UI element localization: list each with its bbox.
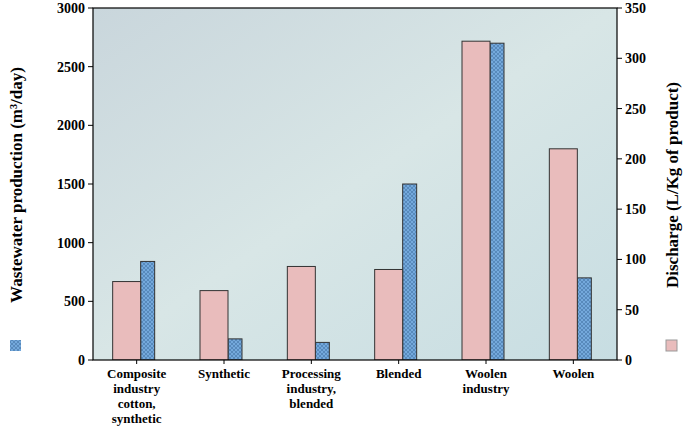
wastewater-bar xyxy=(141,261,155,360)
y2-tick-label: 0 xyxy=(625,353,632,368)
chart-svg: 0 500 1000 1500 2000 2500 3000 0 50 100 150 200 250 3… xyxy=(0,0,685,440)
y2-tick xyxy=(617,209,622,210)
y2-tick xyxy=(617,259,622,260)
y2-tick xyxy=(617,58,622,59)
x-tick xyxy=(398,360,399,364)
y2-axis-title: Discharge (L/Kg of product) xyxy=(663,82,682,288)
y-tick-label: 500 xyxy=(64,294,85,309)
y-tick xyxy=(88,360,93,361)
y-tick xyxy=(88,8,93,9)
y2-tick-label: 150 xyxy=(625,202,646,217)
discharge-bar xyxy=(375,269,403,360)
chart-container: 0 500 1000 1500 2000 2500 3000 0 50 100 150 200 250 3… xyxy=(0,0,685,440)
y2-tick xyxy=(617,8,622,9)
y-tick xyxy=(88,184,93,185)
x-tick-label: Synthetic xyxy=(198,366,250,381)
y2-tick-label: 100 xyxy=(625,252,646,267)
discharge-bar xyxy=(200,291,228,360)
y2-tick-label: 200 xyxy=(625,152,646,167)
wastewater-bar xyxy=(403,184,417,360)
x-tick-label: Compositeindustrycotton,synthetic xyxy=(107,366,166,426)
y-tick xyxy=(88,242,93,243)
y-tick-label: 2000 xyxy=(57,118,85,133)
y-axis-title: Wastewater production (m³/day) xyxy=(7,67,26,303)
y2-tick-label: 350 xyxy=(625,1,646,16)
y-tick-label: 1000 xyxy=(57,236,85,251)
bars xyxy=(113,41,592,360)
x-tick-label: Woolen xyxy=(552,366,595,381)
y-tick-label: 0 xyxy=(78,353,85,368)
discharge-bar xyxy=(549,149,577,360)
x-tick xyxy=(224,360,225,364)
background xyxy=(0,0,685,440)
wastewater-bar xyxy=(490,43,504,360)
y2-tick xyxy=(617,108,622,109)
wastewater-bar xyxy=(228,339,242,360)
x-tick xyxy=(486,360,487,364)
y2-tick-label: 50 xyxy=(625,303,639,318)
discharge-bar xyxy=(113,282,141,360)
y2-tick xyxy=(617,158,622,159)
y-tick xyxy=(88,301,93,302)
x-tick xyxy=(311,360,312,364)
wastewater-bar xyxy=(577,278,591,360)
x-tick xyxy=(136,360,137,364)
legend-swatch xyxy=(10,340,21,351)
plot-frame xyxy=(93,8,617,360)
y-tick-label: 1500 xyxy=(57,177,85,192)
y2-tick xyxy=(617,360,622,361)
y-tick xyxy=(88,66,93,67)
y-tick xyxy=(88,125,93,126)
y2-tick-label: 300 xyxy=(625,51,646,66)
plot-background xyxy=(93,8,617,360)
x-tick-label: Woolenindustry xyxy=(463,366,510,396)
wastewater-bar xyxy=(315,342,329,360)
discharge-bar xyxy=(462,41,490,360)
y-tick-label: 3000 xyxy=(57,1,85,16)
legend-swatch xyxy=(666,340,677,351)
y2-tick-label: 250 xyxy=(625,102,646,117)
y-tick-label: 2500 xyxy=(57,60,85,75)
x-tick-label: Blended xyxy=(376,366,422,381)
x-tick-label: Processingindustry,blended xyxy=(282,366,341,411)
y2-tick xyxy=(617,309,622,310)
x-tick xyxy=(573,360,574,364)
discharge-bar xyxy=(287,266,315,360)
